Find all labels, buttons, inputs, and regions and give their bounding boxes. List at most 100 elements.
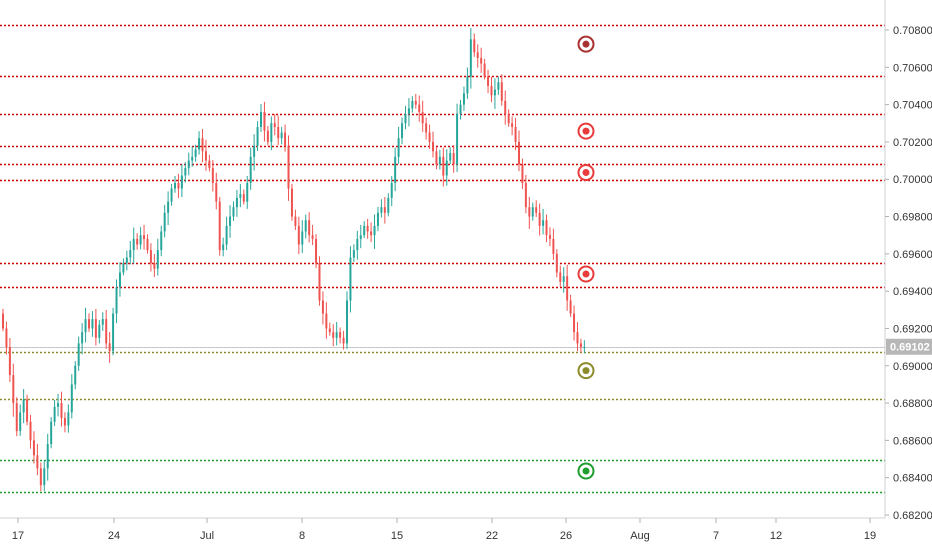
- candle: [194, 144, 197, 162]
- last-price-tag-bg: [886, 338, 932, 355]
- candle: [459, 99, 462, 120]
- candle-body: [2, 313, 4, 329]
- candle: [253, 134, 256, 171]
- candle: [452, 145, 455, 173]
- candle-body: [132, 238, 135, 251]
- candle: [143, 224, 146, 250]
- candle-body: [346, 300, 348, 344]
- candle-body: [108, 343, 111, 351]
- candle-body: [394, 156, 397, 183]
- candle-body: [500, 82, 503, 101]
- candle: [163, 204, 166, 238]
- candle: [548, 227, 551, 247]
- candle-body: [370, 231, 373, 236]
- candle-body: [146, 238, 149, 251]
- candle: [332, 324, 335, 347]
- candle: [98, 320, 101, 344]
- candle: [490, 76, 493, 103]
- candle: [125, 250, 128, 271]
- time-axis[interactable]: 17 24 Jul 8 15 22 26 Aug 7 12 19: [12, 518, 876, 542]
- candle: [191, 146, 194, 167]
- candle-body: [569, 300, 572, 314]
- candle-body: [70, 384, 73, 413]
- y-tick-label: 0.68400: [893, 473, 932, 485]
- candle-body: [383, 207, 386, 213]
- candle: [545, 214, 548, 243]
- candle: [569, 294, 572, 318]
- candle-body: [170, 188, 173, 202]
- candle: [555, 249, 558, 278]
- candle: [335, 321, 338, 346]
- candle: [225, 216, 228, 251]
- candle: [449, 147, 452, 165]
- candle-body: [514, 127, 517, 142]
- y-tick-label: 0.68800: [893, 398, 932, 410]
- x-tick-label: 15: [391, 530, 403, 542]
- candle-body: [290, 188, 293, 217]
- candle: [462, 86, 465, 111]
- candle-body: [387, 197, 390, 213]
- candle-body: [548, 235, 551, 239]
- candle: [287, 135, 290, 201]
- candle-body: [8, 347, 11, 376]
- candle: [511, 116, 514, 136]
- candle-body: [156, 250, 159, 269]
- candle: [573, 305, 576, 341]
- candle-body: [215, 182, 218, 202]
- candle: [321, 291, 324, 325]
- candle-body: [493, 89, 496, 96]
- price-axis[interactable]: 0.70800 0.70600 0.70400 0.70200 0.70000 0.698…: [885, 25, 932, 522]
- candle-body: [29, 421, 32, 441]
- candle-body: [524, 182, 527, 208]
- candle-body: [232, 207, 235, 217]
- candle: [376, 207, 379, 232]
- candle-body: [105, 319, 108, 344]
- candle-body: [129, 250, 132, 258]
- candle: [521, 158, 524, 190]
- level-marker: [577, 362, 595, 380]
- y-tick-label: 0.69600: [893, 249, 932, 261]
- candle: [394, 147, 397, 192]
- candle: [466, 67, 469, 99]
- candle: [566, 264, 569, 311]
- candle-body: [297, 225, 300, 245]
- candle-body: [149, 250, 152, 264]
- candle-body: [19, 412, 22, 432]
- candle: [328, 322, 331, 336]
- candle-body: [218, 201, 221, 251]
- candle: [50, 417, 53, 449]
- candle-body: [528, 207, 531, 217]
- candle: [26, 394, 29, 426]
- x-tick-label: 7: [713, 530, 719, 542]
- candle-body: [452, 153, 455, 165]
- candle: [535, 200, 538, 217]
- candle-body: [542, 220, 545, 226]
- candle-body: [177, 182, 180, 189]
- candle-body: [490, 85, 493, 96]
- candle-body: [153, 263, 156, 269]
- candle-body: [562, 276, 565, 282]
- candle: [229, 205, 232, 238]
- candle-body: [263, 112, 266, 131]
- y-tick-label: 0.68600: [893, 435, 932, 447]
- candle: [363, 221, 366, 238]
- candle: [383, 196, 386, 224]
- candle: [112, 307, 115, 356]
- candle: [215, 172, 218, 210]
- candle-body: [46, 444, 49, 469]
- candle-body: [12, 375, 15, 404]
- candle-body: [438, 156, 441, 165]
- candle: [493, 78, 496, 109]
- candle-body: [407, 108, 410, 114]
- candle-body: [531, 207, 534, 217]
- candle-body: [22, 399, 25, 413]
- candle: [273, 114, 276, 136]
- candle-body: [67, 412, 70, 426]
- candle: [174, 176, 176, 193]
- candle: [476, 44, 479, 68]
- candle-body: [26, 399, 29, 422]
- candle-body: [469, 39, 472, 77]
